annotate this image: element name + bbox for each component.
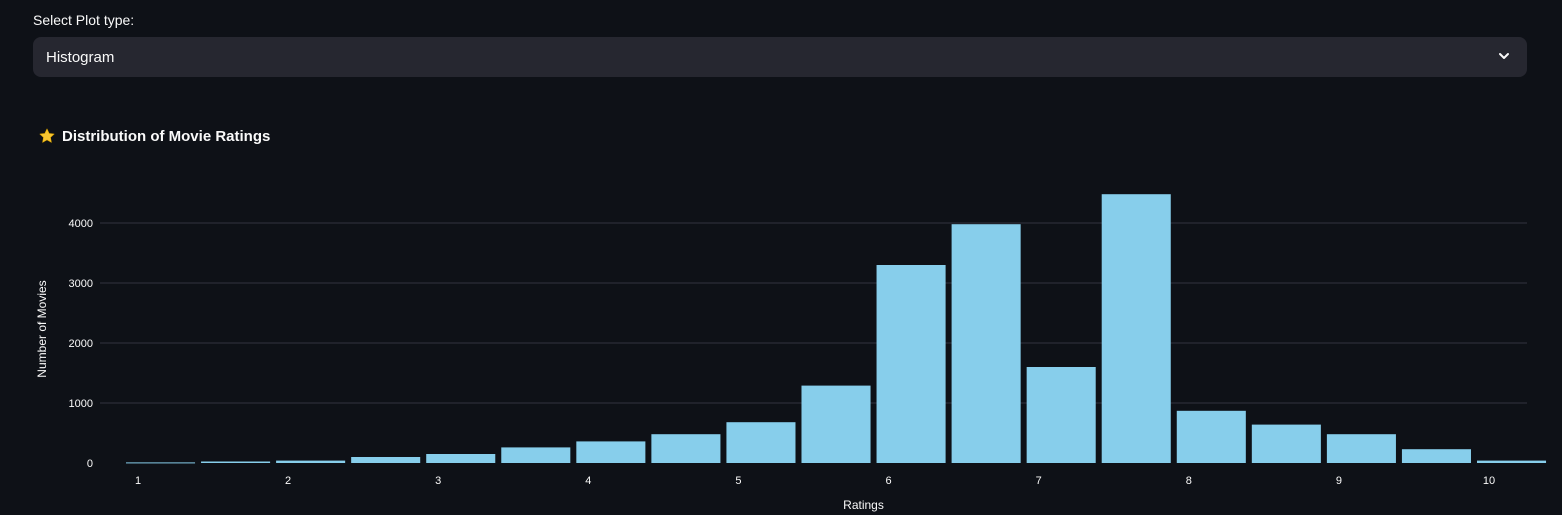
y-tick-label: 0 [87, 458, 93, 470]
x-tick-label: 1 [135, 475, 141, 487]
chart-title-text: Distribution of Movie Ratings [62, 127, 271, 145]
histogram-bar[interactable] [651, 434, 721, 463]
bars [125, 194, 1547, 464]
x-tick-label: 8 [1186, 475, 1192, 487]
tick-labels: 0 1000 2000 3000 4000 1 2 3 4 5 6 7 8 9 10 [69, 218, 1496, 487]
histogram-bar[interactable] [1326, 434, 1396, 463]
histogram-bar[interactable] [1476, 460, 1547, 463]
histogram-bar[interactable] [876, 265, 946, 463]
histogram-bar[interactable] [801, 385, 871, 463]
x-tick-label: 10 [1483, 475, 1495, 487]
x-tick-label: 2 [285, 475, 291, 487]
histogram-bar[interactable] [1251, 424, 1321, 463]
histogram-bar[interactable] [576, 441, 646, 463]
y-tick-label: 3000 [69, 278, 93, 290]
x-tick-label: 6 [885, 475, 891, 487]
chart-title: Distribution of Movie Ratings [38, 127, 270, 145]
histogram-bar[interactable] [1401, 449, 1471, 463]
x-tick-label: 5 [735, 475, 741, 487]
plot-type-selected-value: Histogram [46, 48, 115, 66]
x-axis-label: Ratings [843, 498, 884, 512]
histogram-bar[interactable] [726, 422, 796, 463]
y-tick-label: 1000 [69, 398, 93, 410]
x-tick-label: 4 [585, 475, 591, 487]
histogram-bar[interactable] [951, 224, 1021, 463]
chevron-down-icon [1499, 53, 1509, 59]
x-tick-label: 9 [1336, 475, 1342, 487]
x-tick-label: 7 [1036, 475, 1042, 487]
histogram-bar[interactable] [276, 460, 346, 463]
plot-type-label: Select Plot type: [33, 12, 135, 28]
grid-lines [100, 222, 1527, 404]
y-tick-label: 4000 [69, 218, 93, 230]
y-tick-label: 2000 [69, 338, 93, 350]
histogram-bar[interactable] [1026, 367, 1096, 463]
histogram-bar[interactable] [1101, 194, 1171, 463]
histogram-bar[interactable] [1176, 410, 1246, 463]
plot-type-select[interactable]: Histogram [33, 37, 1527, 77]
star-icon [39, 128, 55, 143]
histogram-bar[interactable] [201, 461, 271, 464]
histogram-bar[interactable] [351, 457, 421, 463]
histogram-bar[interactable] [501, 447, 571, 463]
x-tick-label: 3 [435, 475, 441, 487]
histogram-bar[interactable] [426, 454, 496, 463]
y-axis-label: Number of Movies [35, 280, 49, 377]
histogram-bar[interactable] [125, 462, 196, 464]
